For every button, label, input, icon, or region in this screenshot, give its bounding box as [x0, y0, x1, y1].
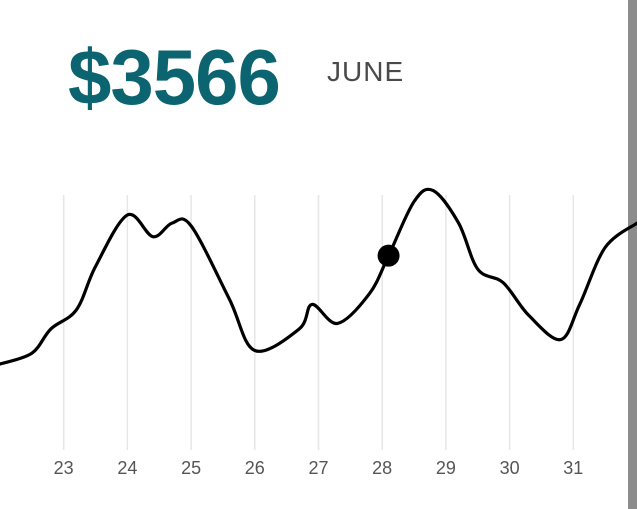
x-tick-label: 23: [54, 458, 74, 478]
x-tick-label: 26: [245, 458, 265, 478]
x-tick-label: 25: [181, 458, 201, 478]
x-tick-label: 24: [117, 458, 137, 478]
highlight-point[interactable]: [378, 245, 400, 267]
x-tick-label: 30: [500, 458, 520, 478]
x-tick-label: 29: [436, 458, 456, 478]
x-tick-label: 27: [308, 458, 328, 478]
x-tick-label: 28: [372, 458, 392, 478]
x-tick-label: 31: [563, 458, 583, 478]
